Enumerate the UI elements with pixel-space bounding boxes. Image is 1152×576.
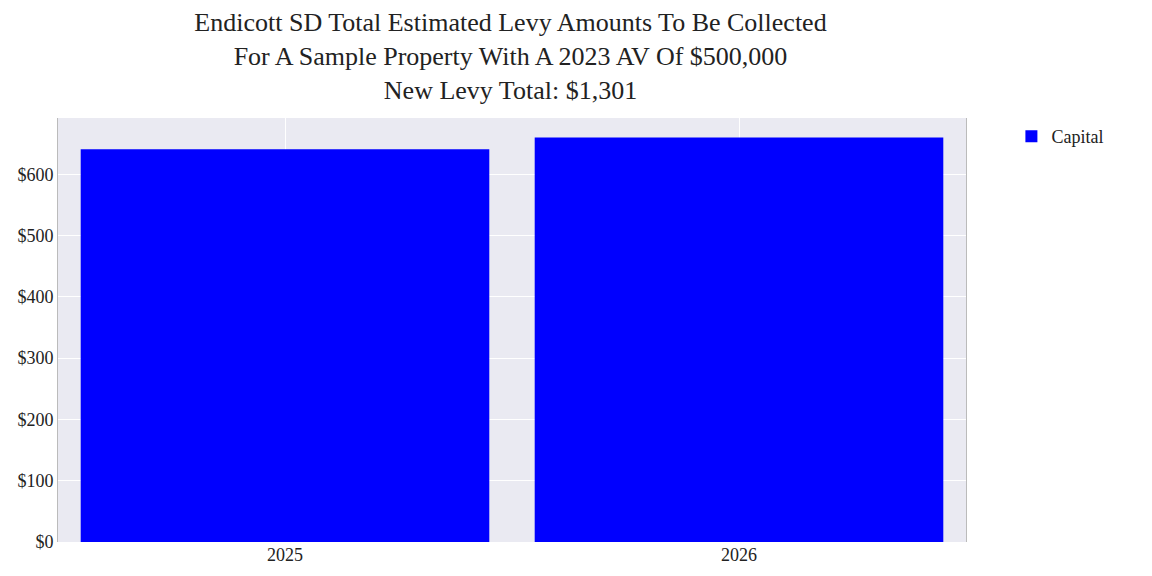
svg-text:Capital: Capital <box>1051 127 1103 147</box>
svg-text:$100: $100 <box>17 471 53 491</box>
svg-text:$500: $500 <box>17 226 53 246</box>
svg-text:$600: $600 <box>17 165 53 185</box>
svg-text:$200: $200 <box>17 410 53 430</box>
svg-text:2025: 2025 <box>267 545 303 565</box>
svg-text:2026: 2026 <box>721 545 757 565</box>
svg-text:$300: $300 <box>17 348 53 368</box>
svg-text:$0: $0 <box>35 532 53 552</box>
svg-text:$400: $400 <box>17 287 53 307</box>
svg-text:Endicott SD Total Estimated Le: Endicott SD Total Estimated Levy Amounts… <box>194 8 826 105</box>
